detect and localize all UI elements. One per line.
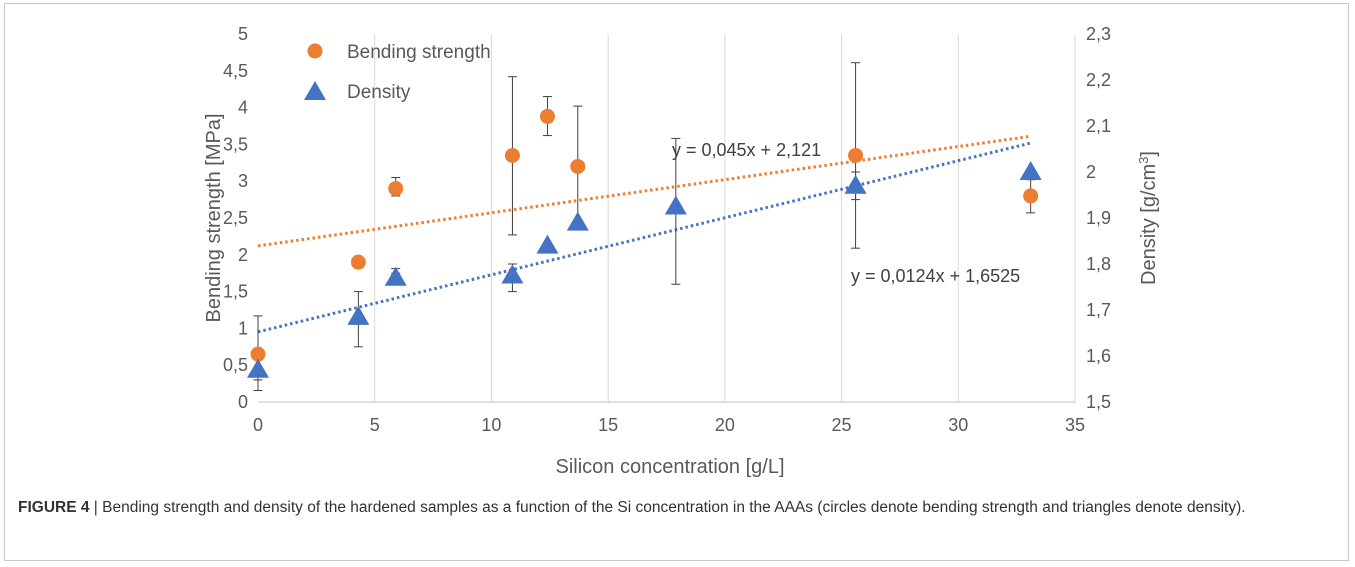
y-left-tick-label: 0,5 — [223, 355, 248, 375]
figure-frame — [4, 3, 1349, 561]
y-left-tick-label: 1 — [238, 318, 248, 338]
y-left-tick-label: 5 — [238, 24, 248, 44]
trendline-equation-bending: y = 0,045x + 2,121 — [672, 140, 821, 160]
y-right-tick-label: 1,6 — [1086, 346, 1111, 366]
x-tick-label: 35 — [1065, 415, 1085, 435]
x-tick-label: 25 — [832, 415, 852, 435]
y-right-tick-label: 2,1 — [1086, 116, 1111, 136]
bending-strength-point — [350, 254, 366, 270]
x-axis-label: Silicon concentration [g/L] — [555, 456, 784, 478]
y-left-tick-label: 3,5 — [223, 134, 248, 154]
y-right-tick-label: 1,5 — [1086, 392, 1111, 412]
y-left-tick-label: 3 — [238, 171, 248, 191]
x-tick-label: 30 — [948, 415, 968, 435]
trendlines — [257, 134, 1032, 334]
x-tick-label: 15 — [598, 415, 618, 435]
y-left-tick-label: 2 — [238, 245, 248, 265]
bending-strength-point — [504, 147, 520, 163]
legend-label-bending-strength: Bending strength — [347, 42, 491, 63]
x-tick-label: 10 — [481, 415, 501, 435]
trendline-equation-density: y = 0,0124x + 1,6525 — [851, 266, 1020, 286]
figure-caption: FIGURE 4 | Bending strength and density … — [18, 497, 1338, 519]
y-left-tick-label: 4,5 — [223, 61, 248, 81]
bending-strength-point — [570, 158, 586, 174]
x-tick-label: 5 — [370, 415, 380, 435]
y-right-tick-label: 2,2 — [1086, 70, 1111, 90]
legend: Bending strength Density — [304, 42, 491, 103]
density-point — [536, 234, 559, 254]
legend-marker-bending-strength — [307, 43, 323, 59]
caption-text: Bending strength and density of the hard… — [102, 499, 1246, 516]
density-point — [1019, 161, 1042, 180]
y-right-tick-label: 2 — [1086, 162, 1096, 182]
y-right-tick-label: 1,9 — [1086, 208, 1111, 228]
density-point — [844, 174, 867, 194]
density-point — [384, 266, 407, 286]
trendline — [257, 134, 1031, 248]
error-bars — [253, 62, 1036, 391]
tick-labels: 0 5 10 15 20 25 30 35 0 0,5 1 1,5 2 2,5 3 3,5 4 4,5 5 1,5 1,… — [223, 24, 1111, 435]
bending-strength-point — [1023, 188, 1039, 204]
legend-marker-density — [304, 81, 326, 100]
density-point — [501, 264, 524, 284]
y-right-tick-label: 2,3 — [1086, 24, 1111, 44]
bending-strength-point — [539, 108, 555, 124]
y-right-tick-label: 1,7 — [1086, 300, 1111, 320]
y-left-tick-label: 2,5 — [223, 208, 248, 228]
data-markers — [247, 108, 1042, 378]
y-axis-right-label: Density [g/cm3] — [1136, 151, 1160, 285]
legend-label-density: Density — [347, 82, 411, 103]
bending-strength-point — [388, 181, 404, 197]
grid-lines — [374, 34, 1076, 402]
bending-strength-point — [250, 346, 266, 362]
y-left-tick-label: 0 — [238, 392, 248, 412]
bending-strength-point — [848, 147, 864, 163]
figure-label: FIGURE 4 | — [18, 499, 103, 516]
y-axis-left-label: Bending strength [MPa] — [203, 113, 225, 322]
density-point — [347, 305, 370, 325]
x-tick-label: 20 — [715, 415, 735, 435]
y-left-tick-label: 4 — [238, 98, 248, 118]
density-point — [247, 358, 269, 378]
y-right-tick-label: 1,8 — [1086, 254, 1111, 274]
x-tick-label: 0 — [253, 415, 263, 435]
y-left-tick-label: 1,5 — [223, 282, 248, 302]
trendline — [257, 141, 1032, 334]
chart: 0 5 10 15 20 25 30 35 0 0,5 1 1,5 2 2,5 3 3,5 4 4,5 5 1,5 1,… — [203, 24, 1160, 478]
density-point — [566, 211, 589, 231]
density-point — [664, 195, 687, 215]
